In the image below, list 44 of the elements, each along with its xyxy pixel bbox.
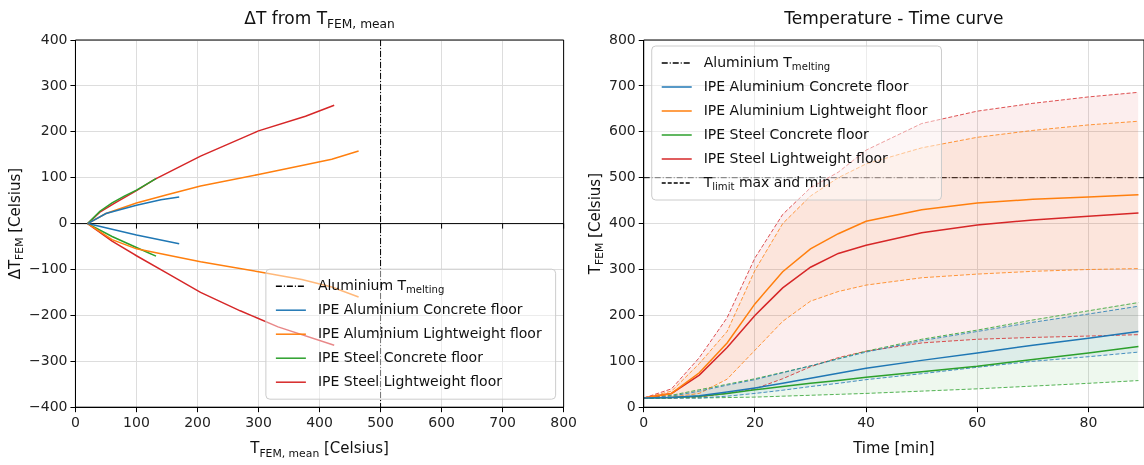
legend-label: IPE Steel Concrete floor bbox=[703, 125, 870, 142]
legend-label: IPE Aluminium Concrete floor bbox=[317, 300, 523, 317]
y-tick-label: 200 bbox=[40, 122, 68, 139]
y-axis-title: ΔTFEM [Celsius] bbox=[5, 167, 27, 280]
x-tick-label: 100 bbox=[123, 414, 150, 431]
x-tick-label: 300 bbox=[245, 414, 272, 431]
y-tick-label: 500 bbox=[608, 168, 636, 185]
y-tick-label: −200 bbox=[29, 306, 68, 323]
y-tick-label: 800 bbox=[608, 30, 636, 47]
y-tick-label: 100 bbox=[608, 351, 636, 368]
y-tick-label: 100 bbox=[40, 168, 68, 185]
x-tick-label: 60 bbox=[968, 414, 987, 431]
y-tick-label: 200 bbox=[608, 306, 636, 323]
x-tick-label: 400 bbox=[306, 414, 333, 431]
x-tick-label: 80 bbox=[1079, 414, 1098, 431]
y-tick-label: −300 bbox=[29, 351, 68, 368]
x-tick-label: 40 bbox=[857, 414, 875, 431]
y-tick-label: 700 bbox=[608, 76, 636, 93]
legend-label: IPE Steel Concrete floor bbox=[317, 348, 484, 365]
x-tick-label: 20 bbox=[745, 414, 764, 431]
x-tick-label: 600 bbox=[428, 414, 455, 431]
legend-label: IPE Aluminium Lightweight floor bbox=[703, 101, 928, 118]
x-tick-label: 800 bbox=[550, 414, 578, 431]
legend-label: IPE Aluminium Concrete floor bbox=[703, 77, 909, 94]
y-tick-label: 400 bbox=[608, 214, 636, 231]
x-tick-label: 500 bbox=[367, 414, 394, 431]
legend-label: IPE Aluminium Lightweight floor bbox=[317, 324, 542, 341]
x-axis-title: Time [min] bbox=[852, 439, 935, 458]
legend-label: IPE Steel Lightweight floor bbox=[317, 372, 503, 389]
y-axis-title: TFEM [Celsius] bbox=[585, 173, 607, 276]
y-tick-label: −100 bbox=[29, 260, 68, 277]
x-tick-label: 700 bbox=[489, 414, 516, 431]
y-tick-label: 400 bbox=[40, 30, 68, 47]
y-tick-label: 0 bbox=[58, 214, 68, 231]
chart-title: Temperature - Time curve bbox=[783, 8, 1004, 29]
y-tick-label: 0 bbox=[626, 397, 636, 414]
x-tick-label: 0 bbox=[639, 414, 649, 431]
y-tick-label: 300 bbox=[608, 260, 636, 277]
y-tick-label: −400 bbox=[29, 397, 68, 414]
x-tick-label: 0 bbox=[70, 414, 80, 431]
legend-label: IPE Steel Lightweight floor bbox=[703, 149, 889, 166]
x-tick-label: 200 bbox=[184, 414, 211, 431]
y-tick-label: 300 bbox=[40, 76, 68, 93]
y-tick-label: 600 bbox=[608, 122, 636, 139]
